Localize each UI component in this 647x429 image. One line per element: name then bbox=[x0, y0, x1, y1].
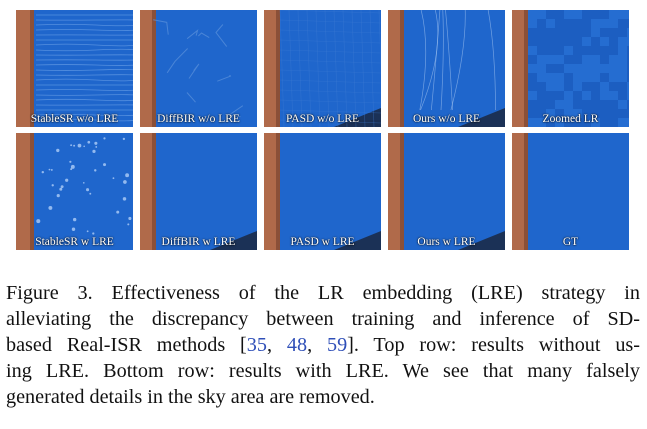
panel-diffbir-w-lre: DiffBIR w LRE bbox=[140, 133, 257, 250]
panel-image bbox=[388, 10, 505, 127]
panel-zoomed-lr: Zoomed LR bbox=[512, 10, 629, 127]
panel-stablesr-wo-lre: StableSR w/o LRE bbox=[16, 10, 133, 127]
panel-image bbox=[388, 133, 505, 250]
panel-ours-wo-lre: Ours w/o LRE bbox=[388, 10, 505, 127]
panel-label: Ours w/o LRE bbox=[412, 113, 481, 125]
comparison-grid: StableSR w/o LRE DiffBIR w/o LRE PASD w/… bbox=[16, 10, 632, 250]
panel-stablesr-w-lre: StableSR w LRE bbox=[16, 133, 133, 250]
caption-line: based Real-ISR methods [35, 48, 59]. Top… bbox=[6, 332, 640, 358]
panel-label: PASD w/o LRE bbox=[285, 113, 360, 125]
citation-link[interactable]: 35 bbox=[246, 334, 267, 356]
caption-line: ing LRE. Bottom row: results with LRE. W… bbox=[6, 360, 640, 382]
panel-diffbir-wo-lre: DiffBIR w/o LRE bbox=[140, 10, 257, 127]
panel-image bbox=[512, 133, 629, 250]
panel-gt: GT bbox=[512, 133, 629, 250]
panel-label: Zoomed LR bbox=[542, 113, 599, 125]
panel-image bbox=[140, 10, 257, 127]
panel-pasd-w-lre: PASD w LRE bbox=[264, 133, 381, 250]
citation-link[interactable]: 59 bbox=[326, 334, 348, 356]
panel-label: StableSR w LRE bbox=[35, 236, 114, 248]
caption-text: based Real-ISR methods [ bbox=[6, 334, 247, 356]
figure-3: StableSR w/o LRE DiffBIR w/o LRE PASD w/… bbox=[16, 10, 632, 256]
caption-text: , bbox=[266, 334, 287, 356]
panel-image bbox=[512, 10, 629, 127]
panel-label: DiffBIR w/o LRE bbox=[157, 113, 240, 125]
panel-label: GT bbox=[562, 236, 579, 248]
figure-caption: Figure 3. Effectiveness of the LR embedd… bbox=[6, 280, 640, 410]
panel-label: PASD w LRE bbox=[290, 236, 355, 248]
panel-image bbox=[264, 10, 381, 127]
caption-line: generated details in the sky area are re… bbox=[6, 386, 375, 408]
caption-line: alleviating the discrepancy between trai… bbox=[6, 308, 640, 330]
panel-label: DiffBIR w LRE bbox=[161, 236, 236, 248]
panel-label: StableSR w/o LRE bbox=[30, 113, 119, 125]
panel-label: Ours w LRE bbox=[417, 236, 476, 248]
panel-image bbox=[16, 10, 133, 127]
caption-text: ]. Top row: results without us- bbox=[347, 334, 641, 356]
panel-image bbox=[16, 133, 133, 250]
panel-pasd-wo-lre: PASD w/o LRE bbox=[264, 10, 381, 127]
citation-link[interactable]: 48 bbox=[286, 334, 308, 356]
panel-image bbox=[264, 133, 381, 250]
panel-ours-w-lre: Ours w LRE bbox=[388, 133, 505, 250]
caption-line: Figure 3. Effectiveness of the LR embedd… bbox=[6, 282, 640, 304]
caption-text: , bbox=[307, 334, 327, 356]
panel-image bbox=[140, 133, 257, 250]
